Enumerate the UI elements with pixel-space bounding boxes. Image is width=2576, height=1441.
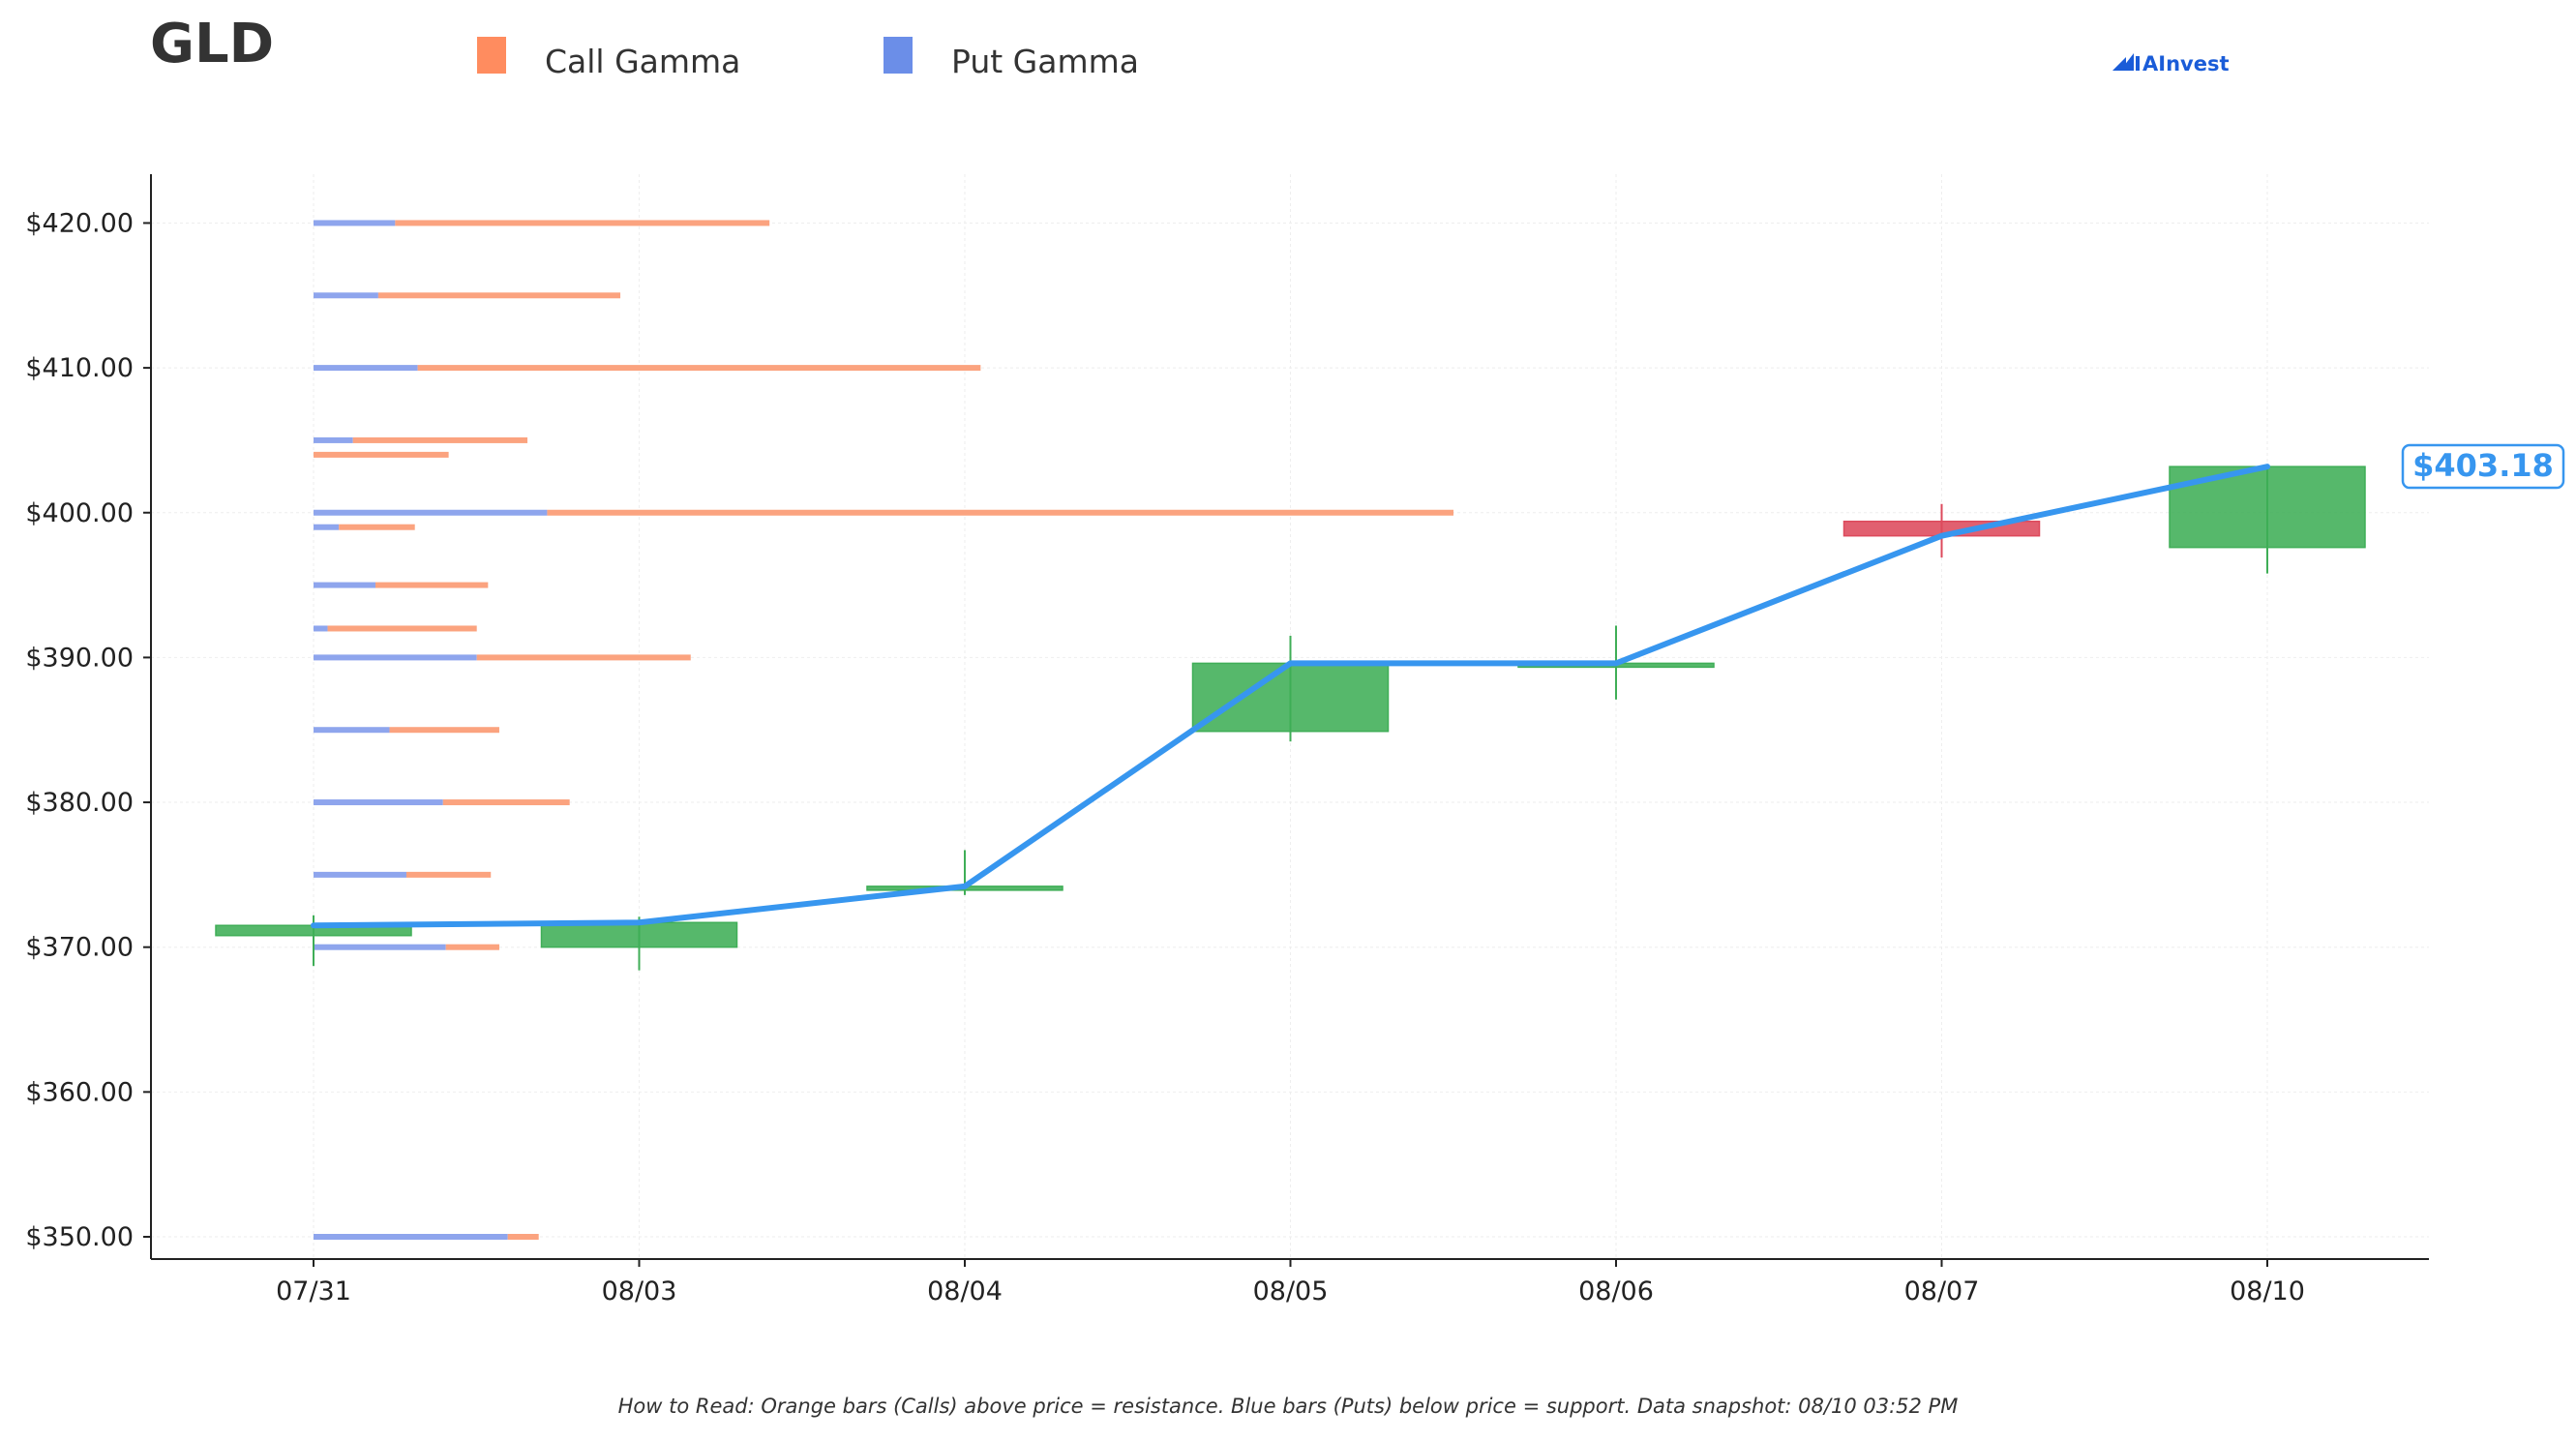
put-gamma-bar xyxy=(314,727,390,734)
x-tick-label: 08/05 xyxy=(1253,1276,1329,1306)
call-gamma-bar xyxy=(377,292,621,299)
call-gamma-bar xyxy=(445,944,499,950)
legend: Call Gamma Put Gamma xyxy=(477,37,1139,80)
call-gamma-bar xyxy=(547,509,1453,516)
y-tick-label: $390.00 xyxy=(25,643,134,673)
put-gamma-bar xyxy=(314,582,375,588)
x-tick-label: 08/04 xyxy=(927,1276,1003,1306)
call-gamma-bar xyxy=(442,799,570,806)
ticker-title: GLD xyxy=(150,13,274,75)
call-gamma-bar xyxy=(405,871,492,878)
put-gamma-bar xyxy=(314,365,418,372)
put-gamma-bar xyxy=(314,524,340,530)
call-gamma-bar xyxy=(507,1234,539,1240)
put-gamma-bar xyxy=(314,292,378,299)
legend-put-swatch xyxy=(884,37,913,74)
call-gamma-bar xyxy=(417,365,981,372)
y-tick-label: $370.00 xyxy=(25,933,134,963)
call-gamma-bar xyxy=(327,625,477,632)
put-gamma-bar xyxy=(314,509,548,516)
y-tick-label: $350.00 xyxy=(25,1222,134,1252)
put-gamma-bar xyxy=(314,220,396,226)
put-gamma-bar xyxy=(314,871,406,878)
x-tick-label: 07/31 xyxy=(276,1276,351,1306)
brand-logo: AInvest xyxy=(2112,52,2230,75)
call-gamma-bar xyxy=(395,220,770,226)
last-price-badge-box xyxy=(2401,443,2565,490)
y-tick-label: $400.00 xyxy=(25,498,134,528)
put-gamma-bar xyxy=(314,625,328,632)
y-tick-label: $360.00 xyxy=(25,1077,134,1107)
legend-put-label: Put Gamma xyxy=(951,43,1139,80)
y-tick-label: $380.00 xyxy=(25,788,134,818)
call-gamma-bar xyxy=(352,436,528,443)
put-gamma-bar xyxy=(314,654,477,661)
call-gamma-bar xyxy=(389,727,499,734)
call-gamma-bar xyxy=(314,451,449,458)
x-ticks: 07/31 08/03 08/04 08/05 08/06 08/07 08/10 xyxy=(276,1259,2305,1306)
last-price-badge: $403.18 xyxy=(2401,443,2565,490)
call-gamma-bar xyxy=(374,582,489,588)
last-price-label: $403.18 xyxy=(2412,447,2554,484)
y-tick-label: $420.00 xyxy=(25,208,134,238)
call-gamma-bar xyxy=(339,524,415,530)
put-gamma-bar xyxy=(314,436,353,443)
x-tick-label: 08/06 xyxy=(1578,1276,1654,1306)
call-gamma-bar xyxy=(476,654,691,661)
ainvest-logo-icon xyxy=(2112,53,2140,71)
legend-call-label: Call Gamma xyxy=(545,43,740,80)
price-line xyxy=(311,464,2270,929)
candle-body xyxy=(1191,662,1390,733)
put-gamma-bar xyxy=(314,944,446,950)
legend-call-swatch xyxy=(477,37,506,74)
gamma-bars xyxy=(314,220,1453,1240)
put-gamma-bar xyxy=(314,1234,508,1240)
y-ticks: $350.00 $360.00 $370.00 $380.00 $390.00 $400.… xyxy=(25,208,151,1252)
x-tick-label: 08/10 xyxy=(2230,1276,2305,1306)
price-line-path xyxy=(311,464,2270,929)
candle-body xyxy=(540,921,738,948)
y-tick-label: $410.00 xyxy=(25,353,134,383)
footnote: How to Read: Orange bars (Calls) above p… xyxy=(618,1395,1959,1418)
x-tick-label: 08/07 xyxy=(1904,1276,1980,1306)
brand-name: AInvest xyxy=(2142,52,2230,75)
x-tick-label: 08/03 xyxy=(602,1276,677,1306)
put-gamma-bar xyxy=(314,799,443,806)
